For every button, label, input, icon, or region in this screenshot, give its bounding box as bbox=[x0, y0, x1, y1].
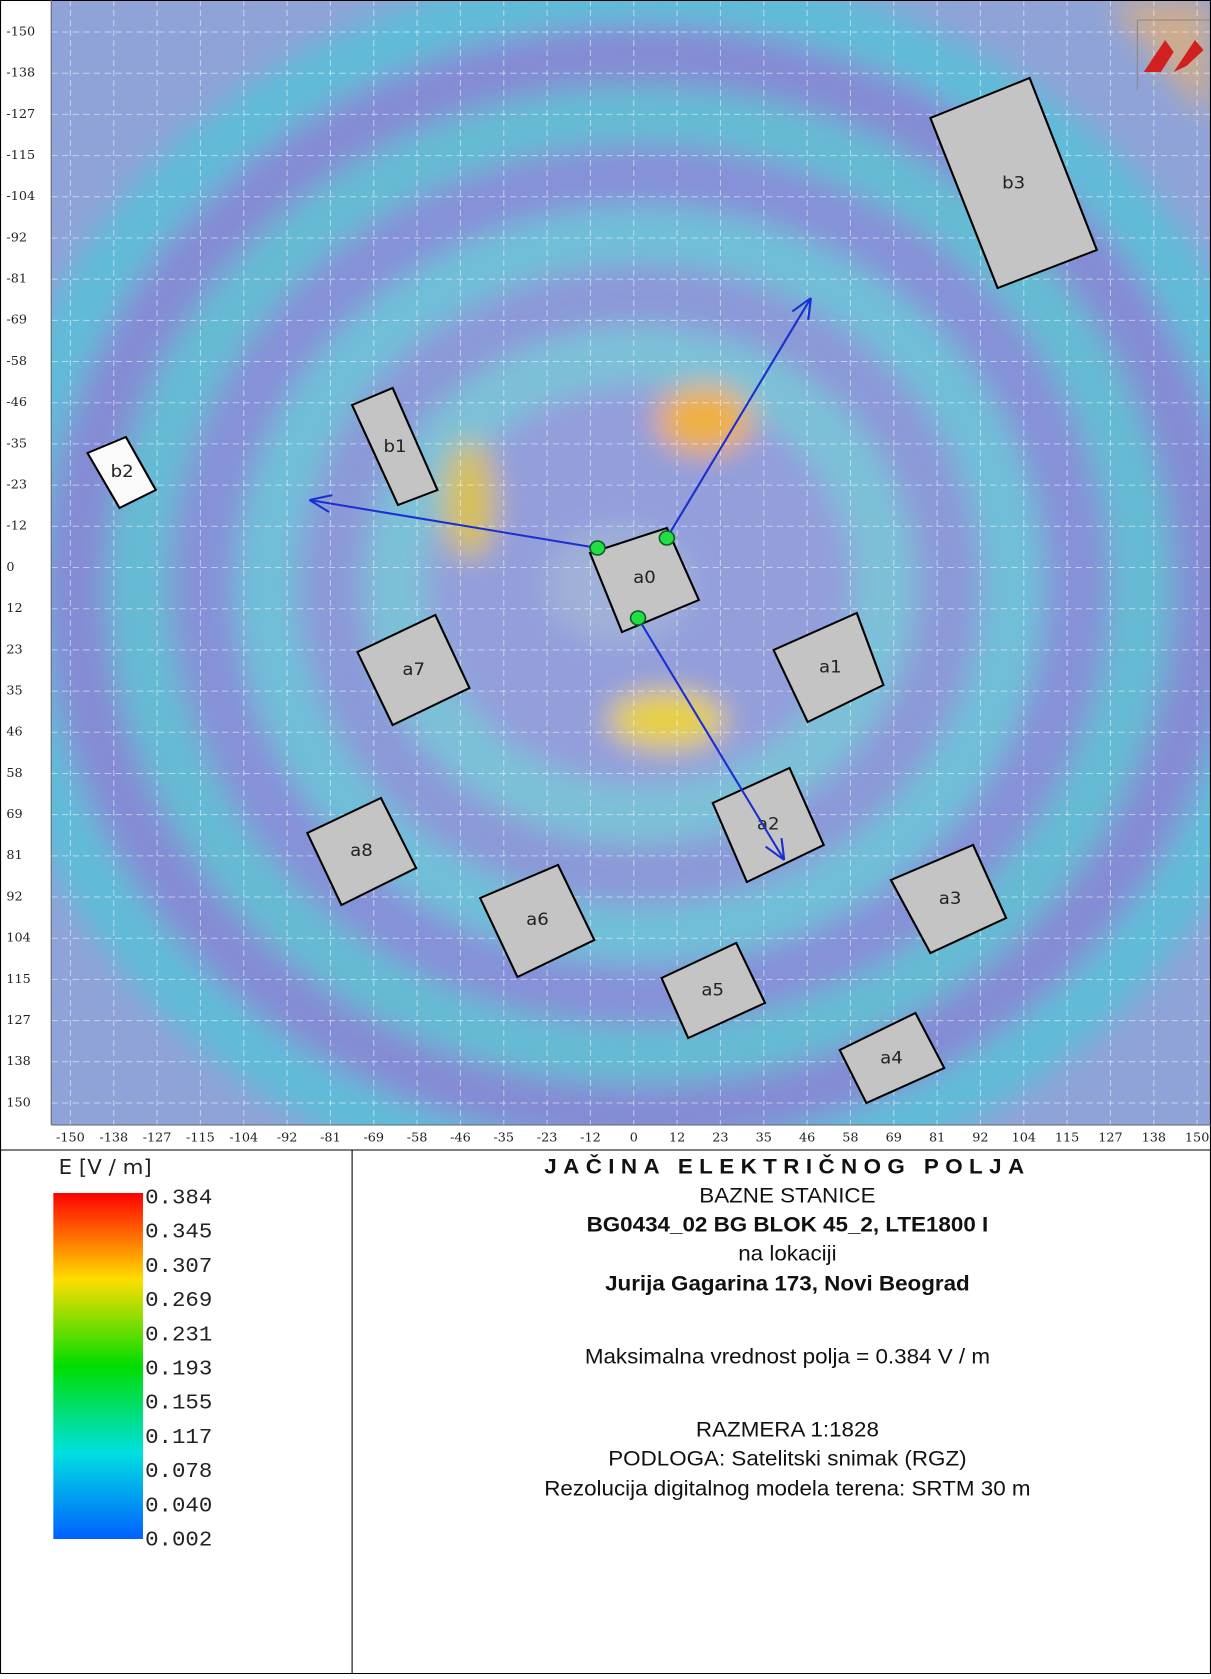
y-tick-label: -35 bbox=[6, 436, 27, 451]
x-tick-label: 150 bbox=[1185, 1130, 1210, 1145]
page: {"axes": {"x_ticks": [-150, -138, -127, … bbox=[0, 0, 1211, 1674]
info-scale: RAZMERA 1:1828 bbox=[696, 1417, 879, 1441]
y-tick-label: 69 bbox=[6, 806, 22, 821]
y-tick-label: -127 bbox=[6, 106, 35, 121]
y-tick-label: -12 bbox=[6, 518, 27, 533]
field-hotspot bbox=[443, 440, 496, 560]
info-title: JAČINA ELEKTRIČNOG POLJA bbox=[544, 1154, 1030, 1178]
building-label: b1 bbox=[384, 437, 407, 456]
y-tick-label: 58 bbox=[6, 765, 22, 780]
info-address: Jurija Gagarina 173, Novi Beograd bbox=[605, 1271, 970, 1295]
antenna bbox=[590, 541, 605, 555]
legend-label: 0.002 bbox=[145, 1528, 212, 1552]
y-tick-label: -81 bbox=[6, 271, 27, 286]
y-tick-label: 81 bbox=[6, 848, 22, 863]
y-tick-label: -23 bbox=[6, 477, 27, 492]
x-tick-label: -69 bbox=[363, 1130, 384, 1145]
y-tick-label: -69 bbox=[6, 312, 27, 327]
info-max-value: Maksimalna vrednost polja = 0.384 V / m bbox=[585, 1344, 990, 1368]
legend-label: 0.269 bbox=[145, 1289, 212, 1313]
legend: 0.384 0.345 0.307 0.269 0.231 0.193 0.155 0.117… bbox=[145, 1186, 212, 1552]
x-tick-label: 58 bbox=[842, 1130, 858, 1145]
x-tick-label: -138 bbox=[99, 1130, 128, 1145]
x-tick-label: 0 bbox=[630, 1130, 638, 1145]
x-tick-label: -81 bbox=[320, 1130, 341, 1145]
y-tick-label: -92 bbox=[6, 230, 27, 245]
building-label: a3 bbox=[939, 889, 962, 908]
legend-label: 0.193 bbox=[145, 1357, 212, 1381]
info-station: BG0434_02 BG BLOK 45_2, LTE1800 I bbox=[587, 1212, 989, 1236]
legend-label: 0.307 bbox=[145, 1255, 212, 1279]
y-tick-label: 127 bbox=[6, 1012, 30, 1027]
building-label: b2 bbox=[111, 462, 134, 481]
y-tick-label: 115 bbox=[6, 971, 30, 986]
x-tick-label: -58 bbox=[407, 1130, 428, 1145]
x-tick-label: 138 bbox=[1142, 1130, 1167, 1145]
x-tick-label: 46 bbox=[799, 1130, 815, 1145]
legend-label: 0.040 bbox=[145, 1494, 212, 1518]
x-tick-label: -92 bbox=[277, 1130, 298, 1145]
building-label: a0 bbox=[633, 569, 656, 588]
building-label: a8 bbox=[350, 841, 373, 860]
x-tick-label: -127 bbox=[143, 1130, 172, 1145]
y-tick-label: -58 bbox=[6, 353, 27, 368]
legend-label: 0.078 bbox=[145, 1460, 212, 1484]
antenna bbox=[631, 611, 646, 625]
building-label: a2 bbox=[757, 815, 780, 834]
y-tick-label: -104 bbox=[6, 189, 35, 204]
info-subtitle: BAZNE STANICE bbox=[699, 1183, 875, 1207]
building-label: b3 bbox=[1002, 174, 1025, 193]
legend-title: E [V / m] bbox=[59, 1155, 152, 1178]
y-tick-label: -46 bbox=[6, 395, 27, 410]
y-tick-label: 138 bbox=[6, 1054, 31, 1069]
y-tick-label: 0 bbox=[6, 559, 14, 574]
y-tick-label: 150 bbox=[6, 1095, 31, 1110]
x-tick-label: -46 bbox=[450, 1130, 471, 1145]
info-resolution: Rezolucija digitalnog modela terena: SRT… bbox=[544, 1476, 1030, 1500]
y-tick-label: 92 bbox=[6, 889, 22, 904]
info-base: PODLOGA: Satelitski snimak (RGZ) bbox=[608, 1446, 966, 1470]
x-tick-label: 69 bbox=[886, 1130, 902, 1145]
y-tick-label: 12 bbox=[6, 600, 22, 615]
x-tick-label: 104 bbox=[1012, 1130, 1037, 1145]
legend-label: 0.384 bbox=[145, 1186, 212, 1210]
map-figure: -150 -138 -127 -115 -104 -92 -81 -69 -58 -46 -35 -2… bbox=[0, 0, 1211, 1674]
y-tick-label: 104 bbox=[6, 930, 31, 945]
x-tick-label: 35 bbox=[756, 1130, 772, 1145]
building-label: a4 bbox=[880, 1049, 903, 1068]
building-label: a1 bbox=[819, 658, 842, 677]
legend-label: 0.231 bbox=[145, 1323, 212, 1347]
x-tick-label: 115 bbox=[1055, 1130, 1079, 1145]
x-tick-label: -12 bbox=[580, 1130, 601, 1145]
y-tick-label: -150 bbox=[6, 24, 35, 39]
field-hotspot bbox=[608, 690, 725, 750]
x-tick-label: -35 bbox=[493, 1130, 514, 1145]
legend-label: 0.117 bbox=[145, 1426, 212, 1450]
x-tick-label: -23 bbox=[537, 1130, 558, 1145]
legend-label: 0.155 bbox=[145, 1391, 212, 1415]
y-tick-label: -115 bbox=[6, 147, 35, 162]
x-tick-label: -150 bbox=[56, 1130, 85, 1145]
building-label: a7 bbox=[402, 660, 425, 679]
x-tick-label: 127 bbox=[1098, 1130, 1122, 1145]
y-tick-label: 23 bbox=[6, 642, 22, 657]
x-tick-label: -115 bbox=[186, 1130, 215, 1145]
x-tick-label: 23 bbox=[712, 1130, 728, 1145]
building-label: a6 bbox=[526, 910, 549, 929]
y-tick-label: -138 bbox=[6, 65, 35, 80]
y-tick-label: 35 bbox=[6, 683, 22, 698]
legend-label: 0.345 bbox=[145, 1220, 212, 1244]
x-tick-label: -104 bbox=[229, 1130, 258, 1145]
x-tick-label: 12 bbox=[669, 1130, 685, 1145]
x-tick-label: 81 bbox=[929, 1130, 945, 1145]
info-location-prefix: na lokaciji bbox=[738, 1241, 836, 1265]
x-tick-label: 92 bbox=[972, 1130, 988, 1145]
building-label: a5 bbox=[701, 981, 724, 1000]
y-tick-label: 46 bbox=[6, 724, 22, 739]
legend-colorbar bbox=[53, 1193, 143, 1539]
antenna bbox=[659, 531, 674, 545]
